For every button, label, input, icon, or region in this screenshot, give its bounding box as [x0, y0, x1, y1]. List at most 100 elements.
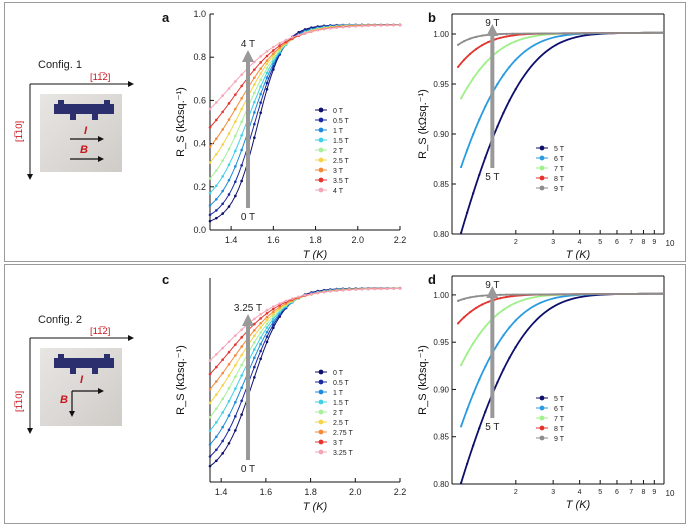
- data-point: [215, 137, 218, 140]
- data-point: [472, 444, 475, 447]
- data-point: [234, 334, 237, 337]
- data-point: [208, 204, 212, 207]
- data-point: [215, 184, 218, 188]
- data-point: [463, 40, 466, 43]
- data-point: [478, 173, 481, 176]
- y-tick-label: 1.0: [193, 9, 206, 19]
- data-point: [348, 25, 351, 28]
- data-point: [240, 399, 243, 403]
- data-point: [265, 318, 269, 322]
- data-point: [502, 308, 505, 311]
- series-line: [209, 24, 401, 128]
- data-point: [221, 397, 224, 401]
- arrow-top-label: 3.25 T: [234, 303, 262, 314]
- data-point: [469, 296, 472, 299]
- data-point: [484, 156, 487, 159]
- data-point: [253, 334, 256, 338]
- data-point: [265, 76, 269, 79]
- data-point: [227, 147, 231, 151]
- axes-arrows: [27, 81, 134, 180]
- data-point: [215, 152, 218, 156]
- data-point: [253, 329, 256, 332]
- y-tick-label: 0.0: [193, 225, 206, 235]
- x-axis-label: T (K): [566, 249, 591, 260]
- data-point: [234, 400, 237, 404]
- data-point: [329, 27, 332, 30]
- x-tick-label: 5: [598, 239, 602, 246]
- arrow-top-label: 9 T: [485, 18, 499, 29]
- data-point: [234, 387, 237, 390]
- data-point: [291, 297, 294, 300]
- data-point: [221, 212, 224, 215]
- data-point: [240, 107, 243, 111]
- data-point: [291, 35, 294, 39]
- y-tick-label: 0.4: [193, 139, 206, 149]
- data-point: [253, 111, 256, 114]
- data-point: [221, 189, 224, 193]
- data-point: [221, 202, 224, 206]
- data-point: [221, 143, 224, 146]
- x-tick-label: 2: [514, 489, 518, 496]
- data-point: [341, 25, 345, 29]
- data-point: [259, 72, 262, 75]
- arrow-bottom-label: 0 T: [241, 464, 255, 475]
- data-point: [208, 219, 212, 223]
- data-point: [208, 191, 212, 195]
- legend-marker: [539, 185, 545, 191]
- x-tick-label-end: 10: [666, 489, 675, 498]
- data-point: [386, 287, 389, 290]
- y-axis-label: R_S (kΩsq.⁻¹): [175, 87, 187, 157]
- x-tick-label: 6: [615, 489, 619, 496]
- data-point: [215, 393, 218, 396]
- data-point: [398, 287, 402, 290]
- x-tick-label: 1.6: [267, 235, 280, 245]
- legend-marker: [318, 419, 324, 425]
- data-point: [484, 105, 487, 108]
- data-point: [481, 294, 484, 297]
- legend-label: 2 T: [333, 410, 344, 417]
- data-point: [240, 96, 243, 100]
- data-point: [463, 316, 466, 319]
- legend-label: 7 T: [554, 166, 565, 173]
- data-point: [253, 76, 256, 80]
- legend-label: 6 T: [554, 156, 565, 163]
- data-point: [208, 387, 212, 391]
- data-point: [310, 30, 313, 33]
- legend-marker: [539, 405, 545, 411]
- legend-label: 1 T: [333, 128, 344, 135]
- data-point: [379, 24, 383, 27]
- data-point: [221, 175, 224, 178]
- data-point: [505, 293, 508, 296]
- legend-label: 7 T: [554, 416, 565, 423]
- data-point: [215, 421, 218, 424]
- data-point: [316, 291, 319, 295]
- legend-marker: [539, 395, 545, 401]
- config-title: Config. 1: [38, 59, 83, 71]
- data-point: [227, 442, 231, 445]
- data-point: [278, 46, 281, 49]
- x-tick-label: 2.0: [349, 487, 362, 497]
- data-point: [221, 384, 224, 387]
- current-label: I: [84, 125, 88, 137]
- data-point: [240, 386, 243, 390]
- data-point: [240, 148, 243, 152]
- series-line: [209, 24, 401, 163]
- field-arrow-head: [486, 24, 499, 36]
- data-point: [265, 81, 269, 85]
- legend-label: 1.5 T: [333, 400, 350, 407]
- y-tick-label: 0.2: [193, 182, 206, 192]
- data-point: [253, 322, 256, 326]
- data-point: [227, 374, 231, 377]
- data-point: [272, 323, 275, 327]
- data-point: [316, 28, 319, 32]
- data-point: [227, 414, 231, 417]
- data-point: [208, 145, 212, 149]
- field-label: B: [60, 394, 68, 406]
- data-point: [272, 49, 275, 52]
- legend-label: 8 T: [554, 176, 565, 183]
- data-point: [322, 27, 326, 31]
- data-point: [240, 345, 243, 348]
- data-point: [208, 161, 212, 164]
- legend-label: 0.5 T: [333, 118, 350, 125]
- data-point: [240, 363, 243, 367]
